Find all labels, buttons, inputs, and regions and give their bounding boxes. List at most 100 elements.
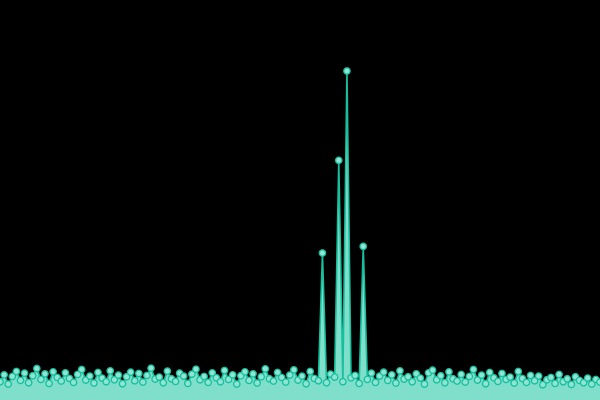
data-point-marker [110, 375, 119, 384]
data-point-marker [147, 364, 155, 373]
data-point-marker [583, 374, 592, 382]
data-point-marker [314, 376, 323, 385]
data-point-marker [192, 365, 200, 374]
data-point-marker [318, 249, 327, 257]
data-point-marker [0, 370, 9, 379]
data-point-marker [408, 377, 417, 386]
data-point-marker [379, 368, 388, 376]
data-point-marker [277, 373, 286, 382]
data-point-marker [392, 379, 400, 387]
data-point-marker [273, 368, 282, 377]
data-point-marker [469, 365, 478, 374]
data-point-marker [538, 380, 547, 389]
data-point-marker [510, 379, 519, 387]
data-point-marker [526, 371, 535, 380]
data-point-markers [0, 67, 600, 389]
data-point-marker [522, 378, 531, 387]
data-point-marker [188, 370, 196, 378]
data-point-marker [351, 371, 359, 380]
data-point-marker [494, 377, 502, 386]
data-point-marker [436, 371, 445, 380]
data-point-marker [322, 378, 331, 387]
data-point-marker [134, 369, 143, 378]
data-point-marker [477, 371, 486, 379]
data-point-marker [49, 367, 57, 376]
data-point-marker [461, 378, 470, 386]
data-point-marker [37, 375, 45, 384]
data-point-marker [343, 67, 351, 75]
data-point-marker [24, 378, 33, 387]
data-point-marker [567, 380, 576, 389]
data-point-marker [216, 377, 225, 386]
data-point-marker [563, 374, 572, 383]
data-point-marker [441, 378, 449, 387]
data-point-marker [12, 367, 21, 376]
data-point-marker [547, 373, 555, 382]
data-point-marker [334, 156, 343, 165]
data-point-marker [32, 364, 41, 373]
data-point-marker [220, 366, 229, 375]
data-point-marker [587, 380, 596, 388]
data-point-marker [4, 380, 13, 388]
data-point-marker [61, 368, 70, 377]
data-point-marker [355, 379, 364, 388]
data-point-marker [122, 372, 131, 381]
data-point-marker [143, 371, 151, 380]
data-point-marker [228, 370, 237, 379]
data-point-marker [281, 378, 290, 386]
data-point-marker [485, 368, 494, 377]
data-point-marker [367, 369, 376, 377]
data-point-marker [330, 373, 339, 381]
data-point-marker [126, 368, 135, 376]
data-point-marker [457, 370, 466, 379]
data-point-marker [371, 378, 380, 387]
data-point-marker [387, 370, 396, 379]
data-point-marker [579, 378, 588, 387]
data-point-marker [290, 365, 298, 374]
data-point-marker [383, 376, 392, 385]
data-point-marker [102, 377, 111, 386]
data-point-marker [530, 376, 539, 385]
data-point-marker [534, 372, 543, 380]
data-point-marker [253, 379, 261, 387]
data-point-marker [163, 367, 172, 375]
data-point-marker [249, 369, 257, 378]
data-point-marker [16, 376, 25, 385]
data-point-marker [551, 379, 559, 388]
data-point-marker [285, 371, 294, 379]
data-point-marker [428, 366, 437, 375]
data-point-marker [183, 379, 192, 388]
data-point-marker [159, 378, 168, 387]
data-point-marker [481, 379, 490, 388]
data-point-marker [208, 368, 217, 377]
data-point-marker [506, 373, 514, 381]
data-point-marker [57, 377, 66, 385]
data-point-marker [114, 371, 123, 379]
data-point-marker [302, 379, 310, 388]
data-point-marker [94, 368, 102, 377]
data-point-marker [269, 377, 278, 385]
data-point-marker [28, 371, 37, 380]
data-point-marker [130, 376, 139, 385]
data-point-marker [306, 367, 315, 376]
data-point-marker [261, 364, 270, 373]
data-point-marker [241, 367, 249, 376]
data-point-marker [77, 365, 86, 374]
data-point-marker [298, 372, 306, 380]
data-point-marker [179, 372, 188, 380]
data-point-marker [363, 375, 372, 384]
data-point-marker [514, 367, 523, 376]
data-point-marker [359, 242, 368, 251]
data-point-marker [139, 378, 147, 386]
data-point-marker [555, 370, 563, 379]
data-point-marker [453, 377, 461, 385]
data-point-marker [338, 377, 347, 386]
data-point-marker [90, 379, 98, 387]
data-point-marker [416, 374, 425, 382]
data-point-marker [498, 369, 506, 378]
data-point-marker [245, 376, 253, 385]
data-point-marker [200, 372, 208, 381]
